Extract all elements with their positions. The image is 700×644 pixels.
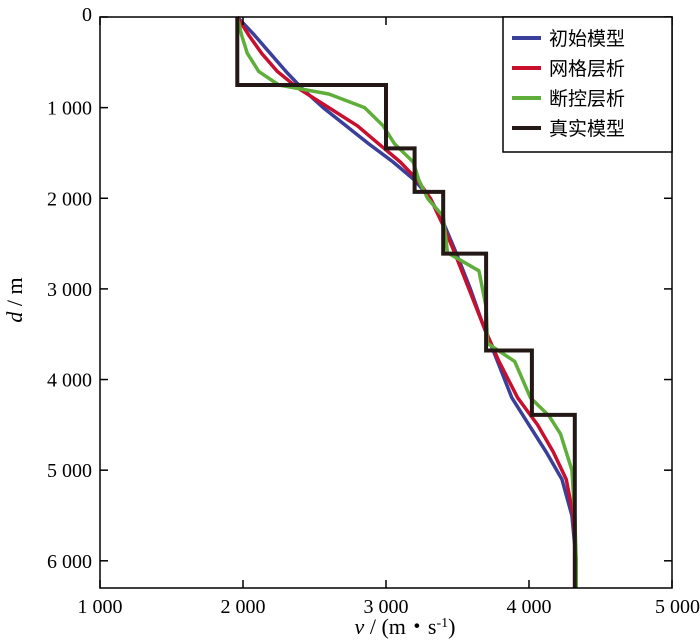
x-axis-label-sup: -1 xyxy=(436,616,448,631)
y-axis-label-var: d xyxy=(2,311,27,323)
y-tick-label: 1 000 xyxy=(47,98,92,120)
y-axis-label: d / m xyxy=(2,277,27,322)
legend-label-3: 断控层析 xyxy=(549,88,625,110)
x-tick-label: 4 000 xyxy=(507,596,552,618)
x-axis-label: v / (m・s-1) xyxy=(355,614,456,639)
x-tick-label: 3 000 xyxy=(364,596,409,618)
x-tick-label: 1 000 xyxy=(78,596,123,618)
legend-label-1: 初始模型 xyxy=(549,28,625,50)
y-tick-label: 6 000 xyxy=(47,551,92,573)
x-axis-label-close: ) xyxy=(448,614,455,639)
x-axis-label-unit: (m・s xyxy=(381,614,436,639)
y-tick-label: 5 000 xyxy=(47,460,92,482)
y-tick-label: 0 xyxy=(82,4,92,26)
legend-label-2: 网格层析 xyxy=(549,58,625,80)
x-tick-label: 5 000 xyxy=(655,596,700,618)
y-tick-label: 4 000 xyxy=(47,370,92,392)
series-line-4 xyxy=(235,17,577,588)
y-tick-label: 2 000 xyxy=(47,188,92,210)
y-tick-label: 3 000 xyxy=(47,279,92,301)
x-tick-label: 2 000 xyxy=(221,596,266,618)
axes-layer: 1 000 2 000 3 000 4 000 5 000 0 1 000 2 000 3 00… xyxy=(47,4,700,618)
x-axis-label-var: v xyxy=(355,614,365,639)
series-layer xyxy=(235,15,578,588)
legend-label-4: 真实模型 xyxy=(549,118,625,140)
y-axis-label-unit: / m xyxy=(2,277,27,306)
